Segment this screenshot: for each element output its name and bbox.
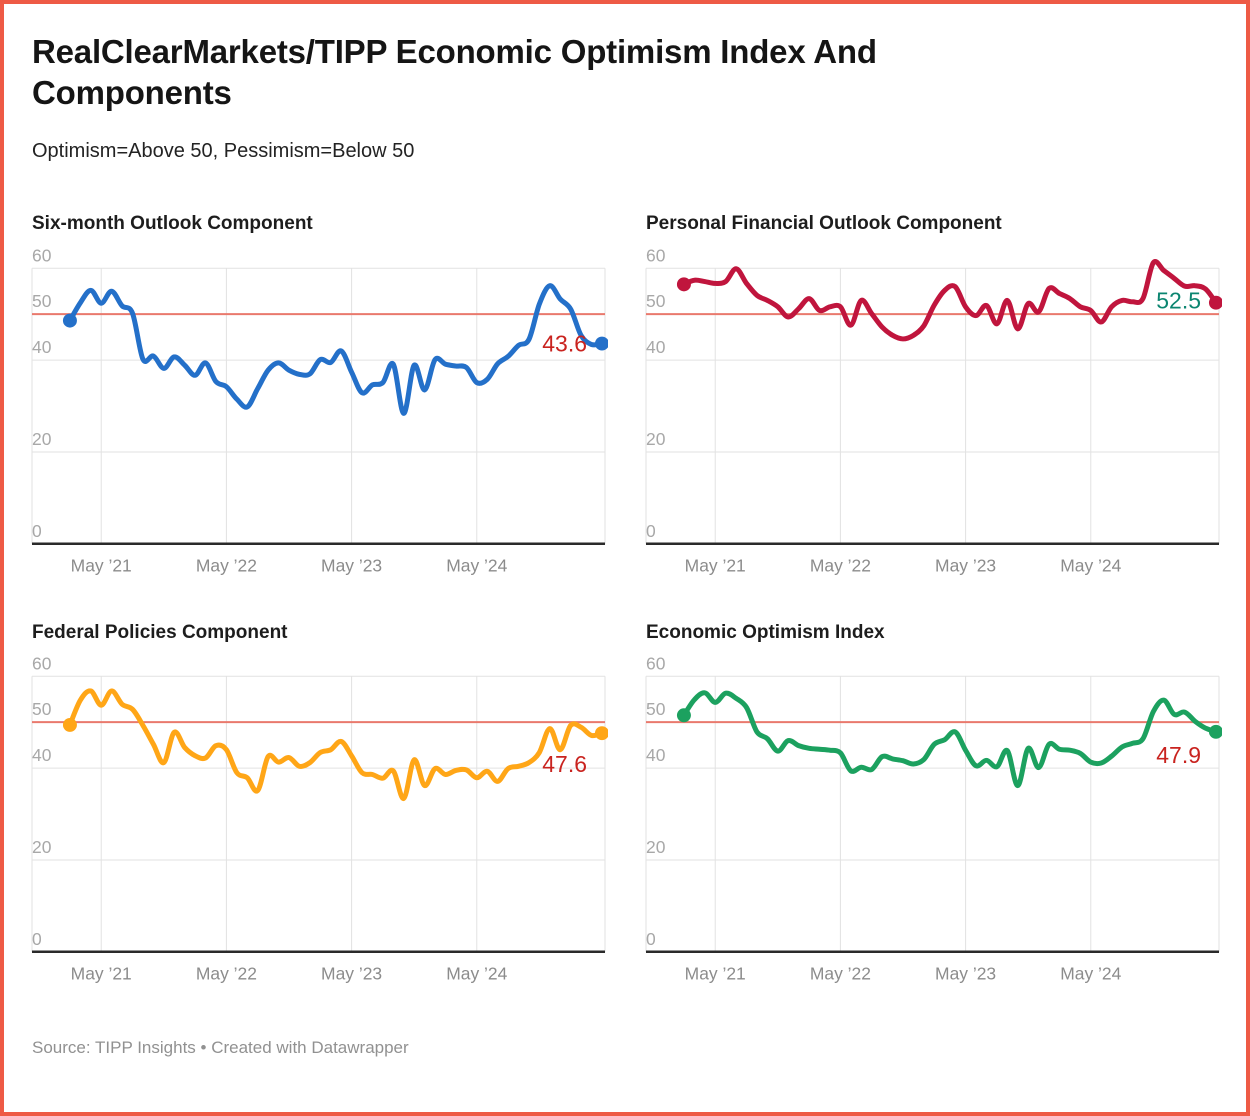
series-line: [67, 282, 605, 416]
chart-cell-personal-financial: Personal Financial Outlook Component 0 20…: [645, 213, 1222, 586]
start-point-dot: [676, 708, 691, 723]
y-tick-label: 20: [646, 429, 666, 449]
source-credit: Source: TIPP Insights • Created with Dat…: [32, 1038, 409, 1058]
y-tick-label: 0: [646, 929, 656, 949]
charts-grid: Six-month Outlook Component 0 20 40 50 60 May…: [31, 213, 1222, 995]
y-tick-label: 60: [32, 248, 52, 265]
x-tick-label: May ’21: [685, 555, 746, 575]
y-tick-label: 50: [646, 291, 666, 311]
end-value-label: 47.9: [1156, 742, 1201, 768]
chart-cell-federal-policies: Federal Policies Component 0 20 40 50 60 May …: [31, 622, 608, 995]
y-tick-label: 60: [32, 656, 52, 673]
y-tick-label: 0: [32, 520, 42, 540]
y-tick-label: 20: [646, 837, 666, 857]
end-value-label: 52.5: [1156, 287, 1201, 313]
x-tick-label: May ’24: [446, 964, 507, 984]
y-tick-label: 40: [32, 746, 52, 766]
y-tick-label: 50: [32, 291, 52, 311]
start-point-dot: [62, 718, 77, 733]
economic-optimism-index-chart: 0 20 40 50 60 May ’21 May ’22 May ’23 May ’24 47.…: [645, 656, 1222, 984]
page-subtitle: Optimism=Above 50, Pessimism=Below 50: [32, 139, 415, 162]
series-line: [681, 690, 1219, 789]
chart-title-six-month-outlook: Six-month Outlook Component: [32, 212, 313, 234]
start-point-dot: [62, 313, 77, 328]
y-tick-label: 20: [32, 837, 52, 857]
x-tick-label: May ’22: [196, 964, 257, 984]
x-tick-label: May ’22: [810, 555, 871, 575]
page-title: RealClearMarkets/TIPP Economic Optimism …: [32, 33, 877, 111]
chart-cell-economic-optimism-index: Economic Optimism Index 0 20 40 50 60 May ’21…: [645, 622, 1222, 995]
y-tick-label: 40: [646, 337, 666, 357]
end-value-label: 43.6: [542, 330, 587, 356]
x-tick-label: May ’24: [446, 555, 507, 575]
end-value-label: 47.6: [542, 752, 587, 778]
end-point-dot: [594, 336, 608, 351]
x-tick-label: May ’21: [685, 964, 746, 984]
x-tick-label: May ’23: [935, 964, 996, 984]
x-tick-label: May ’21: [71, 555, 132, 575]
x-tick-label: May ’22: [810, 964, 871, 984]
y-tick-label: 0: [32, 929, 42, 949]
chart-title-economic-optimism-index: Economic Optimism Index: [646, 621, 885, 643]
y-tick-label: 50: [646, 700, 666, 720]
x-tick-label: May ’23: [935, 555, 996, 575]
x-tick-label: May ’23: [321, 555, 382, 575]
y-tick-label: 40: [32, 337, 52, 357]
y-tick-label: 60: [646, 656, 666, 673]
y-tick-label: 20: [32, 429, 52, 449]
x-tick-label: May ’22: [196, 555, 257, 575]
chart-title-federal-policies: Federal Policies Component: [32, 621, 288, 643]
six-month-outlook-chart: 0 20 40 50 60 May ’21 May ’22 May ’23 May ’24 43.…: [31, 248, 608, 575]
y-tick-label: 40: [646, 746, 666, 766]
chart-title-personal-financial: Personal Financial Outlook Component: [646, 212, 1002, 234]
y-tick-label: 50: [32, 700, 52, 720]
federal-policies-chart: 0 20 40 50 60 May ’21 May ’22 May ’23 May ’24 47.…: [31, 656, 608, 984]
x-tick-label: May ’24: [1060, 964, 1121, 984]
x-tick-label: May ’24: [1060, 555, 1121, 575]
start-point-dot: [676, 276, 691, 291]
x-tick-label: May ’21: [71, 964, 132, 984]
x-tick-label: May ’23: [321, 964, 382, 984]
series-line: [67, 688, 605, 802]
series-line: [681, 258, 1219, 342]
end-point-dot: [594, 726, 608, 741]
y-tick-label: 60: [646, 248, 666, 265]
chart-cell-six-month-outlook: Six-month Outlook Component 0 20 40 50 60 May…: [31, 213, 608, 586]
y-tick-label: 0: [646, 520, 656, 540]
personal-financial-chart: 0 20 40 50 60 May ’21 May ’22 May ’23 May ’24 52.…: [645, 248, 1222, 575]
end-point-dot: [1208, 295, 1222, 310]
end-point-dot: [1208, 725, 1222, 740]
